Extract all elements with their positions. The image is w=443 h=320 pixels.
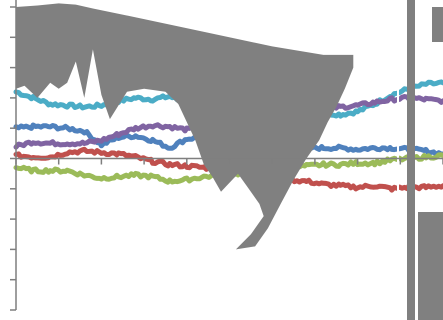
axis-layer (10, 0, 443, 311)
overlay-layer (16, 0, 443, 320)
overlay-area (16, 3, 354, 250)
overlay-bar-right (418, 212, 443, 320)
overlay-bar-top (432, 7, 443, 42)
overlay-bar-left (407, 0, 415, 320)
